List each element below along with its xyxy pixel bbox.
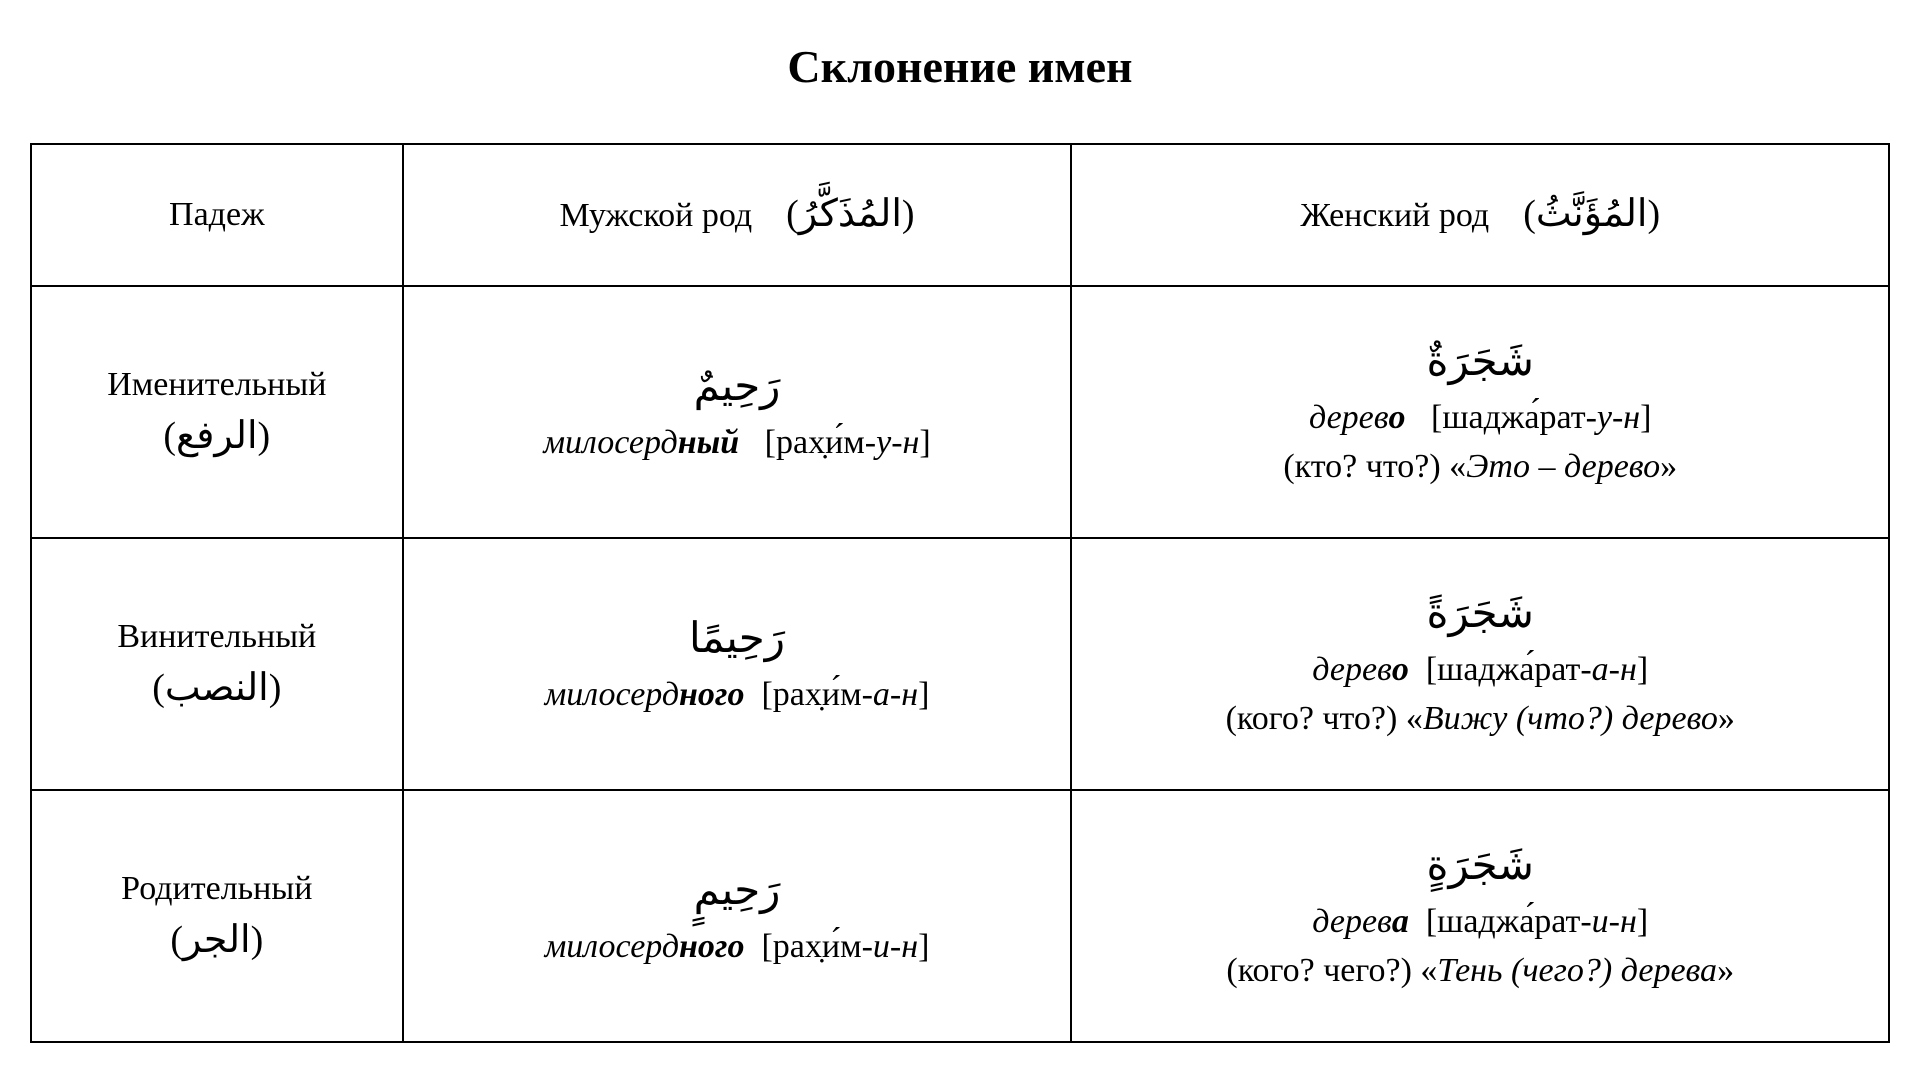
masc-ru-ending: ный [678,424,739,461]
fem-question: (кто? что?) « [1283,448,1466,485]
fem-arabic: شَجَرَةً [1082,584,1878,645]
col-header-case-label: Падеж [169,196,265,233]
fem-ru-ending: а [1392,903,1409,940]
fem-translit-suffix: -и-н [1580,903,1637,940]
col-header-masc: Мужской род (المُذَكَّرُ) [403,144,1072,286]
fem-arabic: شَجَرَةٍ [1082,836,1878,897]
fem-translit-open: [шаджа́рат [1431,399,1586,436]
masc-translit-close: ] [918,676,929,713]
fem-example-text: Тень (чего?) дерева [1437,952,1717,989]
masc-ru-ending: ного [679,676,744,713]
case-cell: Именительный (الرفع) [31,286,403,538]
table-row: Именительный (الرفع) رَحِيمٌ милосердный… [31,286,1889,538]
fem-question: (кого? что?) « [1226,700,1423,737]
masc-translit-open: [рах̣и́м [761,928,861,965]
col-header-masc-arabic: (المُذَكَّرُ) [786,193,914,235]
masc-translation: милосердного [рах̣и́м-а-н] [414,670,1061,719]
case-name: Родительный [42,864,392,913]
fem-quote-close: » [1660,448,1677,485]
masc-cell: رَحِيمٍ милосердного [рах̣и́м-и-н] [403,790,1072,1042]
masc-arabic: رَحِيمٌ [414,357,1061,418]
col-header-fem: Женский род (المُؤَنَّثُ) [1071,144,1889,286]
fem-ru-ending: о [1392,651,1409,688]
masc-translit-suffix: -и-н [862,928,919,965]
case-name: Именительный [42,360,392,409]
fem-translit-suffix: -а-н [1580,651,1637,688]
col-header-fem-arabic: (المُؤَنَّثُ) [1523,193,1660,235]
masc-cell: رَحِيمًا милосердного [рах̣и́м-а-н] [403,538,1072,790]
fem-ru-ending: о [1389,399,1406,436]
masc-ru-ending: ного [679,928,744,965]
fem-arabic: شَجَرَةٌ [1082,332,1878,393]
col-header-fem-label: Женский род [1300,197,1489,234]
fem-translation: дерева [шаджа́рат-и-н] [1082,897,1878,946]
table-header-row: Падеж Мужской род (المُذَكَّرُ) Женский … [31,144,1889,286]
masc-translit-open: [рах̣и́м [761,676,861,713]
fem-ru-prefix: дерев [1309,399,1389,436]
masc-ru-prefix: милосерд [545,928,679,965]
masc-ru-prefix: милосерд [543,424,677,461]
table-row: Родительный (الجر) رَحِيمٍ милосердного … [31,790,1889,1042]
fem-translit-open: [шаджа́рат [1426,903,1581,940]
page-title: Склонение имен [30,40,1890,93]
case-arabic: (الرفع) [42,409,392,464]
fem-example: (кого? что?) «Вижу (что?) дерево» [1082,694,1878,743]
case-cell: Родительный (الجر) [31,790,403,1042]
case-arabic: (النصب) [42,661,392,716]
masc-arabic: رَحِيمًا [414,609,1061,670]
fem-cell: شَجَرَةٍ дерева [шаджа́рат-и-н] (кого? ч… [1071,790,1889,1042]
fem-example: (кого? чего?) «Тень (чего?) дерева» [1082,946,1878,995]
fem-quote-close: » [1718,700,1735,737]
fem-translit-open: [шаджа́рат [1426,651,1581,688]
fem-translation: дерево [шаджа́рат-у-н] [1082,393,1878,442]
fem-cell: شَجَرَةٌ дерево [шаджа́рат-у-н] (кто? чт… [1071,286,1889,538]
masc-translation: милосердного [рах̣и́м-и-н] [414,922,1061,971]
masc-arabic: رَحِيمٍ [414,861,1061,922]
masc-translation: милосердный [рах̣и́м-у-н] [414,418,1061,467]
page: Склонение имен Падеж Мужской род (المُذَ… [0,0,1920,1043]
masc-translit-close: ] [919,424,930,461]
declension-table: Падеж Мужской род (المُذَكَّرُ) Женский … [30,143,1890,1043]
fem-example-text: Это – дерево [1466,448,1660,485]
table-row: Винительный (النصب) رَحِيمًا милосердног… [31,538,1889,790]
case-cell: Винительный (النصب) [31,538,403,790]
masc-translit-suffix: -у-н [865,424,920,461]
masc-translit-close: ] [918,928,929,965]
fem-translation: дерево [шаджа́рат-а-н] [1082,645,1878,694]
fem-translit-close: ] [1637,651,1648,688]
fem-cell: شَجَرَةً дерево [шаджа́рат-а-н] (кого? ч… [1071,538,1889,790]
masc-cell: رَحِيمٌ милосердный [рах̣и́м-у-н] [403,286,1072,538]
fem-ru-prefix: дерев [1312,651,1392,688]
fem-translit-suffix: -у-н [1586,399,1641,436]
masc-translit-suffix: -а-н [862,676,919,713]
masc-ru-prefix: милосерд [545,676,679,713]
fem-translit-close: ] [1640,399,1651,436]
col-header-masc-label: Мужской род [559,197,752,234]
fem-quote-close: » [1717,952,1734,989]
col-header-case: Падеж [31,144,403,286]
masc-translit-open: [рах̣и́м [765,424,865,461]
case-arabic: (الجر) [42,913,392,968]
fem-example: (кто? что?) «Это – дерево» [1082,442,1878,491]
fem-question: (кого? чего?) « [1226,952,1437,989]
fem-ru-prefix: дерев [1312,903,1392,940]
fem-example-text: Вижу (что?) дерево [1423,700,1718,737]
fem-translit-close: ] [1637,903,1648,940]
case-name: Винительный [42,612,392,661]
